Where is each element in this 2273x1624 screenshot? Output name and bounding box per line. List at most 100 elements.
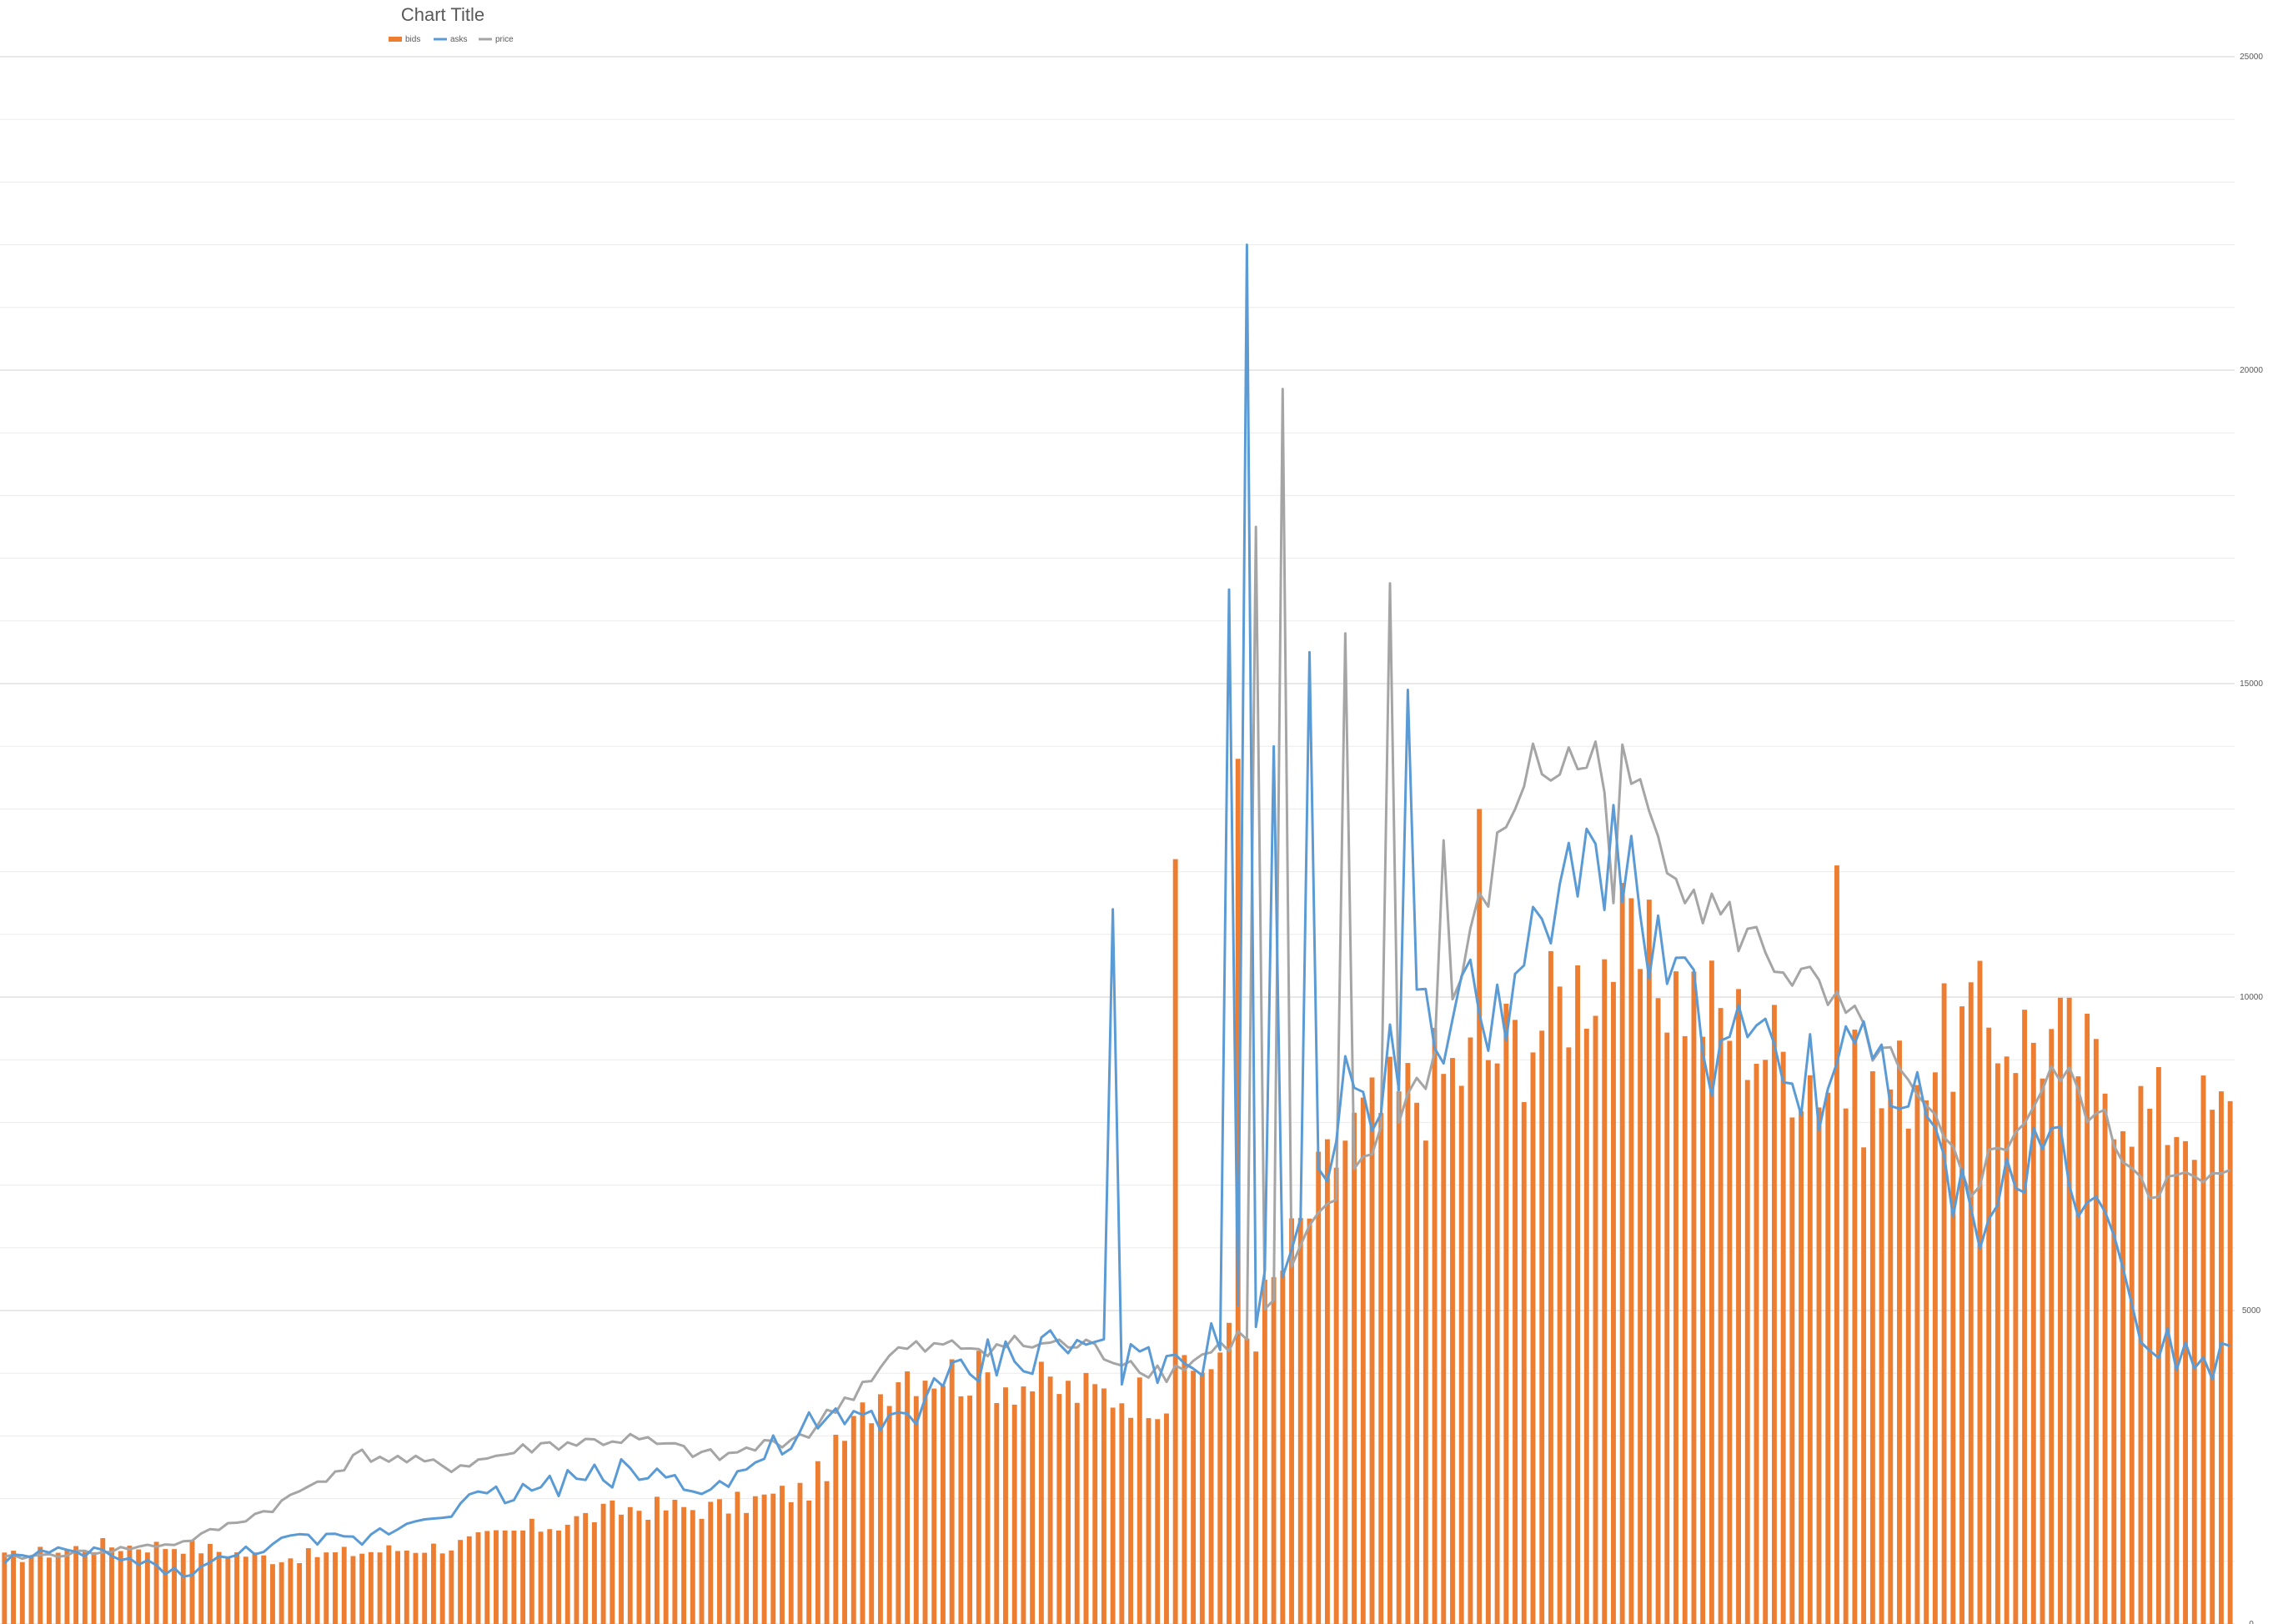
bids-bar — [198, 1553, 204, 1624]
bids-bar — [1771, 1005, 1777, 1624]
bids-bar — [1164, 1413, 1169, 1624]
bids-bar — [690, 1510, 695, 1624]
bids-bar — [305, 1548, 311, 1624]
bids-bar — [91, 1551, 97, 1624]
bids-bar — [1485, 1060, 1491, 1624]
bids-bar — [270, 1564, 275, 1624]
bids-bar — [1718, 1008, 1724, 1624]
bids-bar — [797, 1482, 803, 1624]
bids-bar — [216, 1551, 222, 1624]
bids-bar — [55, 1552, 61, 1624]
bids-bar — [2165, 1145, 2170, 1624]
bids-bar — [529, 1518, 534, 1624]
bids-bar — [1441, 1074, 1447, 1624]
bids-bar — [994, 1402, 1000, 1624]
bids-bar — [770, 1493, 776, 1624]
y-tick-label: 0 — [2249, 1620, 2254, 1624]
bids-bar — [1852, 1030, 1858, 1624]
y-tick-label: 25000 — [2240, 53, 2263, 62]
bids-bar — [2218, 1091, 2224, 1624]
bids-bar — [1477, 809, 1483, 1624]
bids-bar — [1539, 1030, 1545, 1624]
bids-bar — [1843, 1108, 1849, 1624]
bids-bar — [297, 1562, 303, 1624]
bids-bar — [502, 1530, 508, 1624]
legend-item-asks: asks — [434, 35, 468, 44]
bids-bar — [1262, 1280, 1267, 1624]
bids-bar — [1450, 1058, 1455, 1624]
bids-bar — [1513, 1020, 1518, 1624]
bids-bar — [11, 1551, 17, 1624]
bids-bar — [413, 1552, 419, 1624]
bids-bar — [806, 1500, 812, 1624]
line-series — [3, 243, 2231, 1578]
bids-bar — [780, 1486, 785, 1624]
bids-bar — [64, 1549, 70, 1624]
bids-bar — [422, 1552, 428, 1624]
bids-bar — [1914, 1085, 1920, 1624]
bids-bar — [1763, 1060, 1769, 1624]
bids-bar — [1583, 1028, 1589, 1624]
bids-bar — [1646, 900, 1652, 1624]
legend-label: price — [495, 35, 514, 44]
bids-bar — [2030, 1042, 2036, 1624]
bids-bar — [511, 1531, 517, 1624]
bids-bar — [82, 1551, 88, 1624]
bids-bar — [1807, 1075, 1813, 1624]
bids-bar — [1593, 1015, 1598, 1624]
bids-bar — [19, 1561, 25, 1624]
bids-bar — [1924, 1100, 1929, 1624]
bids-bar — [520, 1530, 526, 1624]
legend-item-bids: bids — [389, 35, 420, 44]
bids-bar — [2085, 1013, 2090, 1624]
bids-bar — [941, 1386, 946, 1624]
bids-bar — [1834, 865, 1839, 1624]
bids-bar — [449, 1550, 454, 1624]
bids-bar — [886, 1406, 892, 1624]
bids-bar — [2004, 1056, 2010, 1624]
bids-bar — [627, 1506, 633, 1624]
bids-bar — [73, 1546, 79, 1624]
bids-bar — [172, 1549, 177, 1624]
bids-bar — [1253, 1351, 1259, 1624]
bids-bar — [494, 1530, 499, 1624]
bids-bar — [1387, 1056, 1392, 1624]
y-axis: 0 5000 10000 15000 20000 25000 — [2240, 53, 2263, 1624]
bids-bar — [1986, 1027, 1992, 1624]
bids-bar — [458, 1540, 464, 1624]
price-line — [4, 388, 2231, 1561]
bids-bar — [404, 1550, 409, 1624]
legend-label: bids — [405, 35, 420, 44]
legend-label: asks — [450, 35, 468, 44]
bids-bar — [1199, 1372, 1205, 1624]
bids-bar — [1119, 1403, 1125, 1624]
bids-bar — [1521, 1101, 1527, 1624]
bids-bar — [377, 1552, 383, 1624]
bids-bar — [976, 1351, 981, 1624]
bids-bar — [922, 1381, 928, 1624]
bids-bar — [1861, 1147, 1867, 1624]
bids-bar — [163, 1549, 168, 1624]
bids-bar — [1172, 859, 1178, 1624]
bids-bar — [1950, 1091, 1956, 1624]
bids-bar — [1959, 1006, 1964, 1624]
bids-bar — [1727, 1040, 1733, 1624]
bids-bar — [1619, 883, 1625, 1624]
bids-bar — [1611, 981, 1616, 1624]
bids-bar — [717, 1499, 722, 1624]
bids-bar — [2191, 1160, 2197, 1624]
bids-bar — [180, 1553, 186, 1624]
bids-bar — [663, 1510, 669, 1624]
bids-bar — [2040, 1078, 2045, 1624]
bids-bar — [2022, 1010, 2028, 1624]
bids-bar — [672, 1500, 678, 1624]
bids-bar — [824, 1481, 830, 1624]
bids-bar — [2102, 1093, 2108, 1624]
bids-bar — [1888, 1089, 1894, 1624]
bids-bar — [234, 1552, 240, 1624]
bids-bar — [189, 1540, 195, 1624]
bids-bar — [2129, 1146, 2135, 1624]
bids-bar — [1468, 1037, 1473, 1624]
bids-bar — [1217, 1352, 1223, 1624]
bids-bar — [1905, 1128, 1911, 1624]
